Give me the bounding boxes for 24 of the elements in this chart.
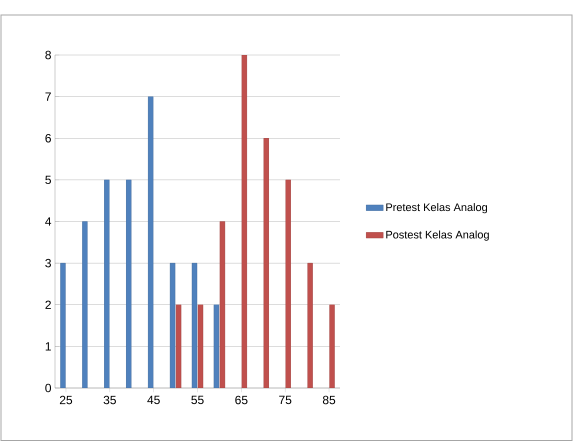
- bar: [126, 180, 132, 388]
- y-tick-label: 8: [45, 50, 51, 60]
- y-tick-label: 3: [45, 258, 51, 268]
- y-tick-label: 6: [45, 134, 51, 142]
- bar: [264, 138, 269, 388]
- y-tick-label: 0: [45, 384, 52, 392]
- legend-label: Postest Kelas Analog: [386, 230, 489, 241]
- bar: [285, 180, 291, 388]
- y-tick-label: 1: [46, 342, 51, 350]
- x-tick-label: 75: [279, 396, 292, 404]
- x-tick-label: 35: [104, 396, 116, 404]
- legend-label: Pretest Kelas Analog: [386, 203, 488, 214]
- y-tick-label: 4: [45, 217, 52, 226]
- x-tick-label: 65: [235, 396, 248, 404]
- x-tick-label: 25: [60, 396, 72, 404]
- x-tick-label: 45: [147, 396, 160, 404]
- bar: [242, 55, 248, 388]
- x-tick-label: 85: [322, 396, 336, 404]
- bar: [104, 180, 110, 388]
- y-tick-label: 5: [45, 176, 51, 184]
- y-tick-label: 2: [45, 300, 51, 309]
- y-tick-label: 7: [45, 92, 51, 101]
- bar: [148, 96, 154, 388]
- x-tick-label: 55: [191, 396, 204, 404]
